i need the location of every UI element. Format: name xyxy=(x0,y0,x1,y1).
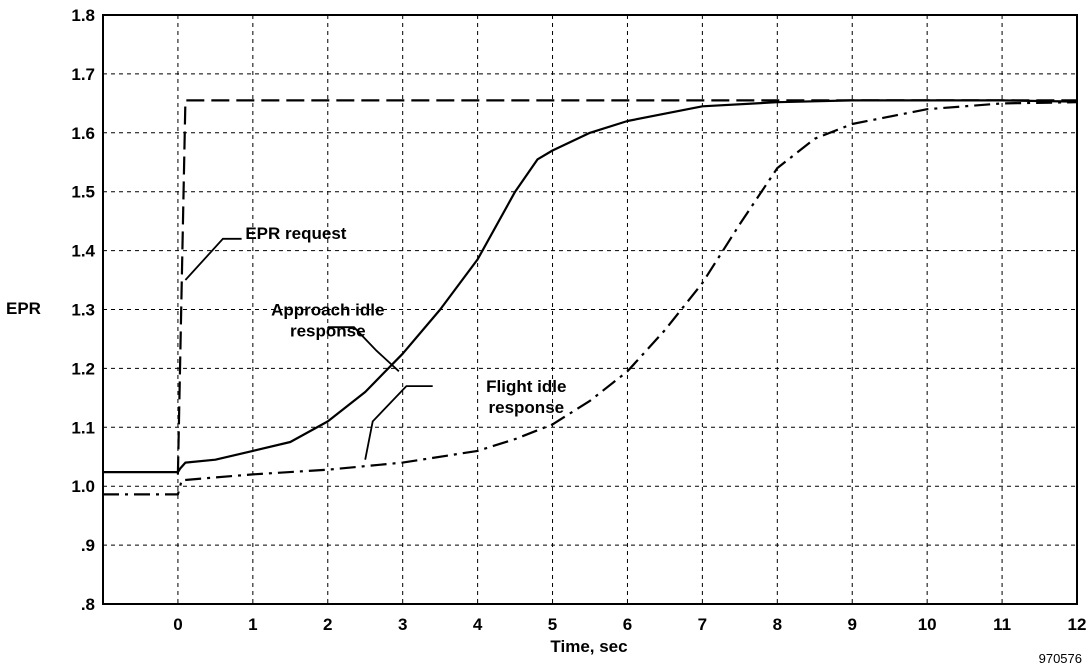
x-tick-label: 6 xyxy=(623,615,632,634)
grid-lines xyxy=(103,15,1077,604)
x-tick-label: 8 xyxy=(773,615,782,634)
annotation-pointer-epr-request xyxy=(184,237,242,281)
series-lines xyxy=(103,99,1078,496)
x-axis-label: Time, sec xyxy=(550,637,627,656)
x-tick-label: 5 xyxy=(548,615,557,634)
figure-number: 970576 xyxy=(1039,651,1082,666)
y-tick-label: 1.1 xyxy=(71,418,95,437)
annotation-epr-request: EPR request xyxy=(245,224,346,243)
x-tick-label: 10 xyxy=(918,615,937,634)
y-tick-label: 1.4 xyxy=(71,242,95,261)
annotation-pointer-approach-idle xyxy=(327,326,400,372)
y-tick-label: 1.6 xyxy=(71,124,95,143)
y-tick-label: 1.2 xyxy=(71,359,95,378)
annotation-pointer-flight-idle xyxy=(364,385,433,460)
y-tick-label: 1.8 xyxy=(71,6,95,25)
x-tick-label: 9 xyxy=(847,615,856,634)
y-tick-label: .9 xyxy=(81,536,95,555)
x-tick-label: 3 xyxy=(398,615,407,634)
y-tick-label: 1.7 xyxy=(71,65,95,84)
x-tick-label: 1 xyxy=(248,615,257,634)
y-tick-labels: .8 .9 1.0 1.1 1.2 1.3 1.4 1.5 1.6 1.7 1.8 xyxy=(71,6,95,614)
x-tick-label: 4 xyxy=(473,615,483,634)
series-line-flight-idle-response xyxy=(103,101,1078,496)
series-line-approach-idle-response xyxy=(103,99,1078,474)
x-tick-label: 11 xyxy=(993,615,1011,634)
x-tick-label: 2 xyxy=(323,615,332,634)
plot-frame xyxy=(102,14,1078,605)
x-tick-label: 0 xyxy=(173,615,182,634)
annotation-pointers xyxy=(184,237,433,460)
annotation-flight-idle: Flight idle response xyxy=(486,377,566,417)
annotation-approach-idle: Approach idle response xyxy=(271,300,384,340)
y-tick-label: 1.0 xyxy=(71,477,95,496)
x-tick-label: 12 xyxy=(1068,615,1087,634)
y-axis-label: EPR xyxy=(6,299,41,318)
y-tick-label: 1.5 xyxy=(71,183,95,202)
annotations: EPR request Approach idle response Flight i… xyxy=(245,224,566,417)
y-tick-label: .8 xyxy=(81,595,95,614)
y-tick-label: 1.3 xyxy=(71,301,95,320)
x-tick-label: 7 xyxy=(698,615,707,634)
x-tick-labels: 0 1 2 3 4 5 6 7 8 9 10 11 12 xyxy=(173,615,1086,634)
